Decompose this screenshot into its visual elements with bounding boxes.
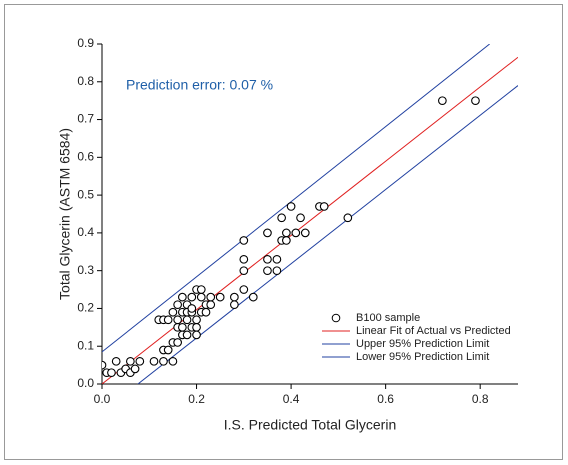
annotation: Prediction error: 0.07 % bbox=[126, 77, 273, 93]
point bbox=[159, 356, 168, 366]
point bbox=[111, 356, 121, 366]
point bbox=[173, 315, 182, 325]
x-tick-label: 0.4 bbox=[283, 392, 300, 406]
y-tick-label: 0.3 bbox=[77, 263, 94, 277]
point bbox=[438, 96, 447, 106]
point bbox=[173, 300, 182, 310]
point bbox=[272, 266, 282, 276]
point bbox=[272, 254, 282, 264]
y-tick-label: 0.7 bbox=[77, 112, 94, 126]
point bbox=[239, 254, 249, 264]
point bbox=[187, 292, 197, 302]
point bbox=[102, 360, 107, 370]
point bbox=[319, 202, 329, 211]
point bbox=[192, 322, 201, 332]
fit-line bbox=[102, 44, 490, 353]
point bbox=[239, 285, 249, 294]
legend-label: B100 sample bbox=[356, 312, 420, 324]
x-tick-label: 0.2 bbox=[188, 392, 205, 406]
point bbox=[248, 292, 258, 302]
point bbox=[291, 228, 301, 238]
fit-line bbox=[137, 85, 518, 384]
point bbox=[215, 292, 225, 302]
point bbox=[471, 96, 480, 106]
point bbox=[182, 315, 192, 325]
fit-line bbox=[102, 56, 518, 384]
legend-label: Lower 95% Prediction Limit bbox=[356, 351, 489, 363]
y-tick-label: 0.4 bbox=[77, 225, 94, 239]
y-tick-label: 0.9 bbox=[77, 36, 94, 50]
point bbox=[230, 300, 239, 310]
point bbox=[300, 228, 310, 238]
y-tick-label: 0.2 bbox=[77, 301, 94, 315]
point bbox=[182, 330, 192, 340]
point bbox=[192, 315, 201, 325]
point bbox=[343, 213, 353, 223]
point bbox=[263, 254, 272, 264]
point bbox=[263, 228, 272, 238]
point bbox=[173, 338, 182, 347]
point bbox=[168, 307, 178, 317]
y-tick-label: 0.8 bbox=[77, 74, 94, 88]
point bbox=[286, 202, 296, 211]
point bbox=[107, 368, 116, 378]
point bbox=[149, 356, 159, 366]
point bbox=[277, 213, 286, 223]
point bbox=[135, 356, 145, 366]
y-tick-label: 0.5 bbox=[77, 187, 94, 201]
point bbox=[282, 228, 291, 238]
x-tick-label: 0.8 bbox=[472, 392, 489, 406]
point bbox=[239, 236, 249, 245]
point bbox=[178, 322, 187, 332]
y-axis-title: Total Glycerin (ASTM 6584) bbox=[57, 128, 73, 300]
point bbox=[206, 292, 216, 302]
legend-swatch bbox=[331, 313, 341, 323]
legend-label: Linear Fit of Actual vs Predicted bbox=[356, 325, 511, 337]
point bbox=[230, 292, 239, 302]
legend-label: Upper 95% Prediction Limit bbox=[356, 338, 489, 350]
point bbox=[239, 266, 249, 276]
point bbox=[130, 364, 140, 374]
point bbox=[296, 213, 305, 223]
point bbox=[206, 300, 216, 310]
point bbox=[192, 330, 201, 340]
point bbox=[263, 266, 272, 276]
point bbox=[126, 356, 135, 366]
point bbox=[178, 292, 187, 302]
x-tick-label: 0.0 bbox=[94, 392, 111, 406]
point bbox=[196, 285, 206, 294]
point bbox=[196, 292, 206, 302]
point bbox=[163, 315, 173, 325]
x-tick-label: 0.6 bbox=[377, 392, 394, 406]
y-tick-label: 0.1 bbox=[77, 338, 94, 352]
point bbox=[163, 345, 173, 355]
y-tick-label: 0.6 bbox=[77, 150, 94, 164]
series-layer bbox=[102, 44, 518, 384]
point bbox=[201, 307, 211, 317]
point bbox=[168, 356, 178, 366]
y-tick-label: 0.0 bbox=[77, 376, 94, 390]
point bbox=[282, 236, 291, 245]
x-axis-title: I.S. Predicted Total Glycerin bbox=[224, 417, 396, 433]
point bbox=[187, 304, 197, 313]
